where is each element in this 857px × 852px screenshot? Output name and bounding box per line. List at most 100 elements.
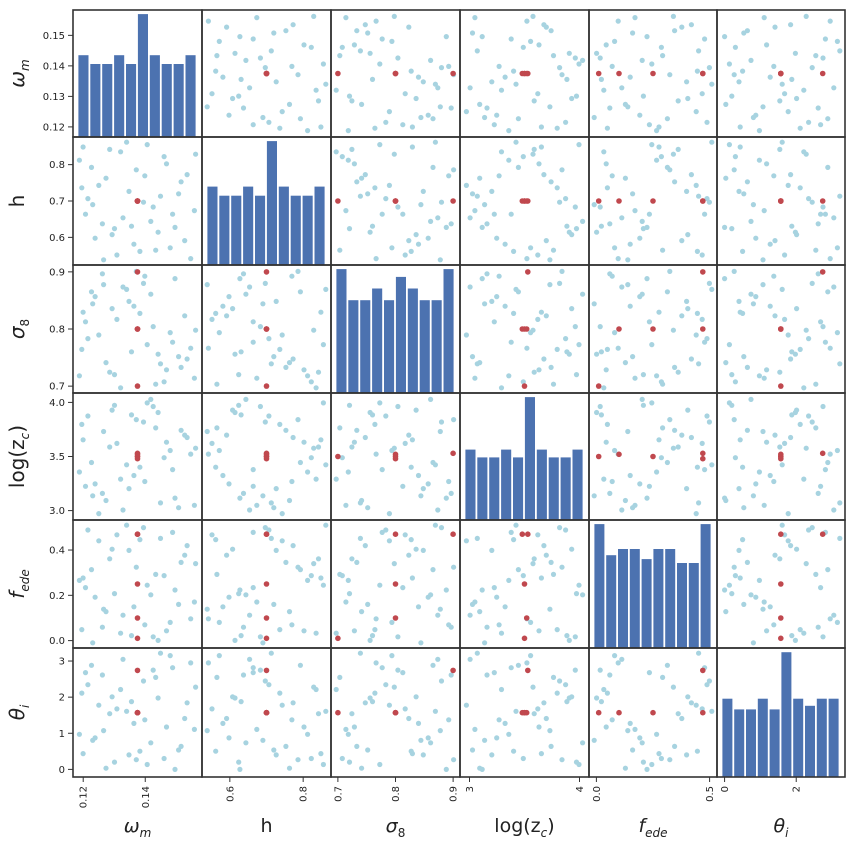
scatter-point [430, 662, 436, 668]
scatter-point [803, 151, 809, 157]
scatter-point [750, 493, 757, 499]
scatter-point [365, 601, 371, 608]
scatter-point [247, 284, 253, 290]
scatter-point [559, 564, 565, 570]
histogram-bar [242, 185, 254, 266]
histogram-bar [395, 276, 407, 394]
scatter-point [167, 619, 173, 626]
scatter-point [736, 79, 742, 85]
scatter-point [205, 616, 211, 622]
y-tick-label: 0 [59, 765, 65, 776]
scatter-point [333, 87, 339, 93]
scatter-point [131, 720, 137, 727]
scatter-point [428, 57, 434, 64]
scatter-point [837, 500, 843, 506]
scatter-point [137, 537, 143, 543]
scatter-point [247, 507, 253, 513]
scatter-point [413, 407, 419, 413]
scatter-point [627, 303, 633, 309]
y-tick-label: 0.12 [43, 122, 65, 133]
histogram-bar [442, 268, 455, 394]
scatter-point [114, 440, 120, 446]
scatter-point [257, 324, 263, 330]
x-axis-label: θi [774, 815, 790, 840]
scatter-point [538, 751, 545, 757]
scatter-point [142, 478, 148, 485]
scatter-point [76, 577, 82, 584]
scatter-point [213, 464, 219, 470]
highlight-point [778, 581, 784, 587]
scatter-point [260, 301, 266, 307]
scatter-point [346, 402, 353, 408]
scatter-point [92, 594, 98, 600]
scatter-point [760, 257, 766, 263]
scatter-point [772, 24, 778, 30]
scatter-point [510, 68, 517, 74]
scatter-point [443, 766, 449, 773]
highlight-point [650, 198, 656, 204]
scatter-point [295, 72, 301, 78]
scatter-point [379, 467, 385, 473]
scatter-point [377, 582, 383, 588]
highlight-point [392, 615, 399, 621]
scatter-point [737, 124, 743, 130]
histogram-bar [184, 54, 197, 138]
scatter-point [226, 594, 232, 600]
scatter-point [550, 53, 557, 59]
scatter-point [569, 306, 575, 312]
scatter-point [323, 462, 329, 468]
scatter-point [502, 604, 508, 610]
scatter-point [604, 185, 611, 191]
scatter-point [230, 546, 236, 552]
scatter-point [667, 757, 673, 763]
scatter-point [137, 464, 143, 470]
scatter-point [240, 105, 247, 111]
scatter-point [415, 472, 422, 479]
scatter-point [323, 522, 329, 528]
scatter-point [640, 226, 647, 232]
scatter-point [818, 319, 824, 325]
scatter-point [379, 665, 385, 671]
scatter-point [622, 360, 629, 366]
highlight-point [616, 709, 622, 716]
scatter-point [640, 402, 647, 408]
scatter-point [448, 221, 454, 227]
scatter-point [744, 179, 751, 185]
scatter-point [432, 462, 438, 468]
scatter-point [337, 247, 343, 253]
scatter-point [351, 161, 357, 167]
highlight-point [134, 451, 141, 458]
scatter-point [279, 510, 285, 517]
scatter-point [250, 665, 256, 671]
scatter-point [667, 268, 673, 274]
histogram-bar [347, 299, 360, 394]
scatter-point [815, 221, 821, 227]
scatter-point [85, 336, 91, 342]
scatter-point [764, 628, 770, 634]
scatter-point [548, 743, 554, 750]
scatter-point [128, 412, 135, 418]
scatter-point [277, 346, 283, 352]
scatter-point [530, 151, 536, 157]
scatter-point [591, 301, 597, 307]
scatter-point [815, 271, 821, 277]
scatter-point [318, 124, 324, 130]
scatter-point [530, 13, 536, 19]
scatter-point [126, 298, 132, 304]
axis-label-layer: ωm h σ8 log(zc) fede θi ωm h σ8 log(zc) fede θi [5, 59, 789, 840]
scatter-point [377, 61, 383, 67]
y-tick-label: 1 [59, 729, 65, 740]
scatter-point [502, 720, 508, 727]
scatter-point [625, 257, 631, 263]
scatter-point [813, 381, 819, 387]
y-tick-label: 3 [59, 657, 65, 668]
scatter-point [685, 306, 691, 312]
scatter-point [279, 538, 285, 544]
scatter-point [161, 379, 167, 385]
scatter-point [679, 238, 685, 244]
histogram-layer [77, 13, 840, 778]
scatter-point [694, 748, 701, 754]
scatter-point [124, 522, 130, 528]
scatter-point [301, 367, 307, 373]
scatter-point [699, 252, 705, 258]
